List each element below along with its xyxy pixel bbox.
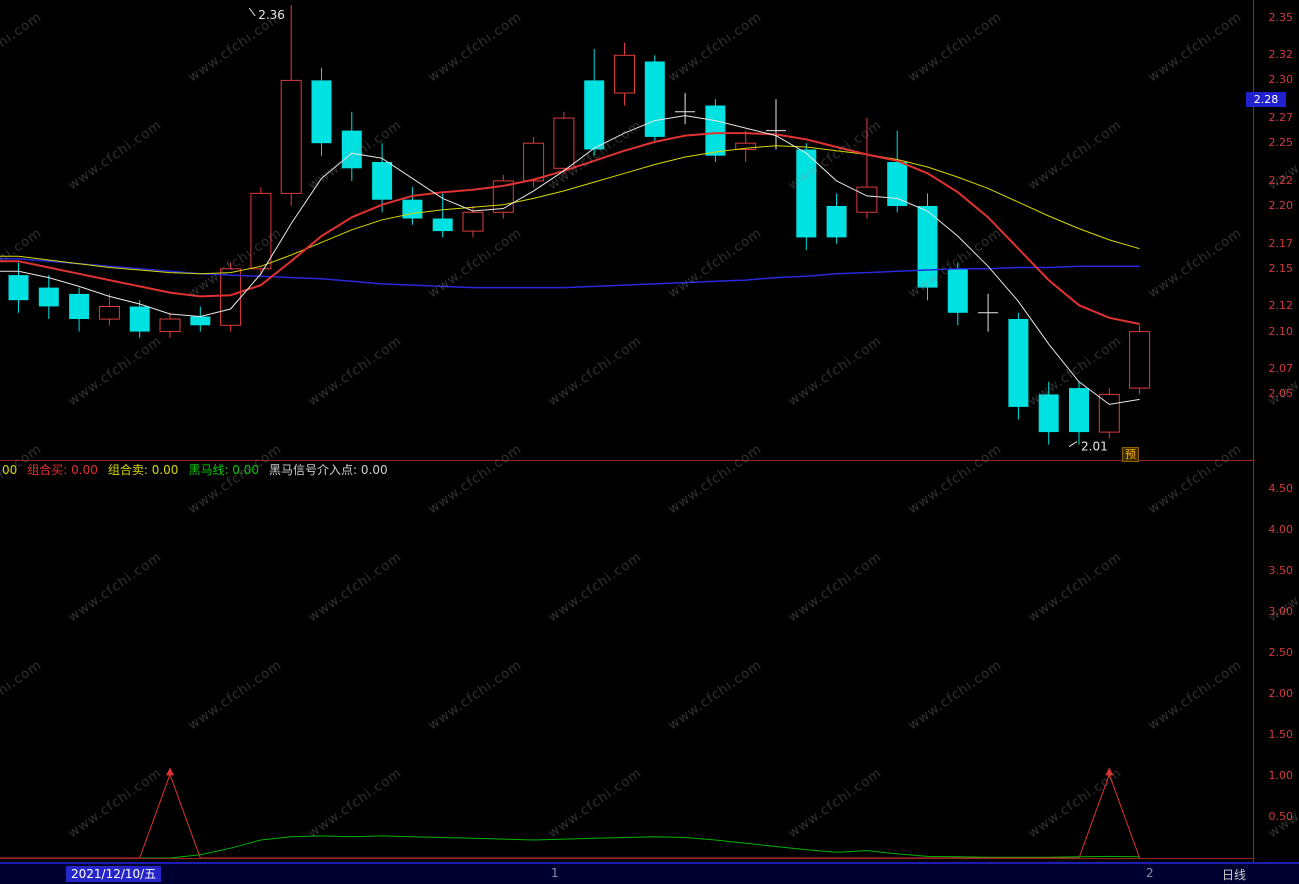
indicator-value-label: 4.00: [1268, 523, 1294, 536]
month-marker-2: 2: [1146, 866, 1154, 880]
main-price-label: 2.05: [1268, 387, 1294, 401]
indicator-value-label: 3.50: [1268, 564, 1294, 577]
main-price-label: 2.30: [1268, 73, 1294, 87]
indicator-value-label: 3.00: [1268, 605, 1294, 618]
svg-text:2.36: 2.36: [258, 8, 285, 22]
main-price-label: 2.35: [1268, 10, 1294, 24]
main-price-label: 2.12: [1268, 299, 1294, 313]
current-price-badge: 2.28: [1246, 92, 1286, 107]
indicator-value: 组合卖: 0.00: [107, 463, 179, 477]
date-cell: 2021/12/10/五: [66, 866, 162, 882]
svg-text:2.01: 2.01: [1081, 440, 1108, 454]
price-axis-panel: 2.28 2.35 2.32 2.30 2.27 2.25 2.22 2.20 2.17 2.1…: [1246, 0, 1299, 862]
period-label[interactable]: 日线: [1222, 868, 1247, 882]
indicator-value-label: 2.50: [1268, 646, 1294, 659]
indicator-value: 黑马信号介入点: 0.00: [269, 463, 388, 477]
main-price-label: 2.10: [1268, 324, 1294, 338]
panel-separator-bottom: [0, 858, 1299, 859]
indicator-header: 00 组合买: 0.00 组合卖: 0.00 黑马线: 0.00 黑马信号介入点: 0.…: [2, 462, 1253, 479]
indicator-value-label: 1.00: [1268, 769, 1294, 782]
indicator-value-label: 2.00: [1268, 687, 1294, 700]
status-bar: 2021/12/10/五 1 2 日线: [0, 862, 1299, 884]
alert-tag: 预: [1122, 447, 1139, 462]
indicator-chart-svg[interactable]: [0, 480, 1253, 860]
indicator-value-label: 1.50: [1268, 728, 1294, 741]
indicator-value-label: 4.50: [1268, 482, 1294, 495]
indicator-values: 组合买: 0.00 组合卖: 0.00 黑马线: 0.00 黑马信号介入点: 0.00: [27, 463, 397, 477]
indicator-chart-panel[interactable]: [0, 480, 1253, 860]
main-price-label: 2.27: [1268, 111, 1294, 125]
main-price-label: 2.22: [1268, 173, 1294, 187]
indicator-value: 黑马线: 0.00: [188, 463, 260, 477]
main-price-label: 2.07: [1268, 362, 1294, 376]
panel-separator-top: [0, 460, 1299, 461]
main-price-label: 2.20: [1268, 198, 1294, 212]
indicator-value: 组合买: 0.00: [27, 463, 98, 477]
main-price-label: 2.15: [1268, 261, 1294, 275]
indicator-prefix: 00: [2, 463, 18, 477]
main-price-label: 2.32: [1268, 48, 1294, 62]
main-price-label: 2.17: [1268, 236, 1294, 250]
indicator-value-label: 0.50: [1268, 810, 1294, 823]
main-price-label: 2.25: [1268, 136, 1294, 150]
month-marker-1: 1: [551, 866, 559, 880]
main-chart-svg[interactable]: 2.36 2.01: [0, 0, 1253, 460]
main-chart-panel[interactable]: 2.36 2.01: [0, 0, 1253, 460]
